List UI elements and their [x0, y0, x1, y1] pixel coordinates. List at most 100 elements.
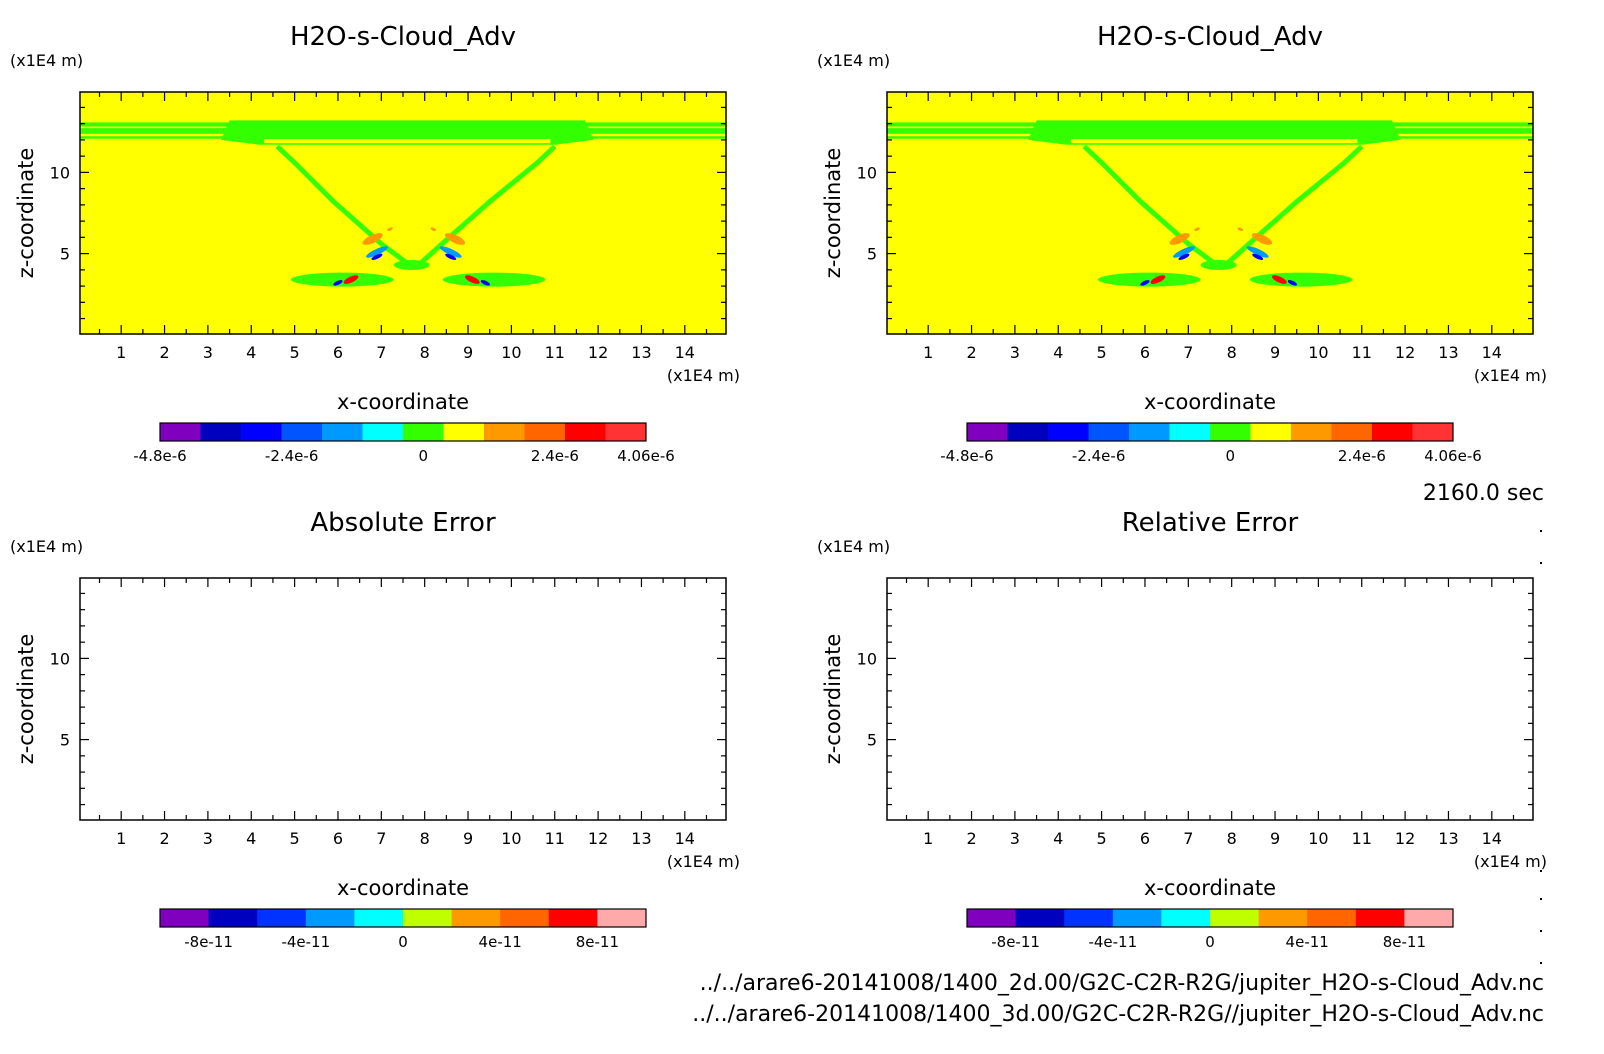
field-anomaly-blob [1287, 280, 1297, 286]
x-tick-label: 9 [1270, 829, 1280, 848]
field-anomaly-blob [465, 275, 480, 284]
field-anomaly-blob [439, 246, 462, 258]
colorbar-tick-label: -4e-11 [281, 933, 330, 951]
x-tick-label: 3 [1010, 343, 1020, 362]
colorbar-segment [967, 909, 1017, 927]
colorbar-tick-label: 8e-11 [576, 933, 619, 951]
x-tick-label: 10 [1308, 829, 1328, 848]
colorbar-segment [257, 909, 307, 927]
colorbar-tick-label: -4.8e-6 [940, 447, 993, 465]
x-axis-label: x-coordinate [1144, 390, 1276, 414]
colorbar-segment [565, 423, 606, 441]
colorbar-tick-label: -4e-11 [1088, 933, 1137, 951]
colorbar-segment [1258, 909, 1308, 927]
colorbar-segment [1372, 423, 1413, 441]
x-tick-label: 1 [116, 829, 126, 848]
colorbar-tick-label: 2.4e-6 [531, 447, 579, 465]
y-axis-label: z-coordinate [821, 634, 845, 765]
x-tick-label: 7 [376, 829, 386, 848]
field-background [887, 578, 1533, 820]
colorbar-segment [443, 423, 485, 441]
x-tick-label: 11 [1352, 829, 1372, 848]
x-tick-label: 13 [631, 343, 651, 362]
y-unit-label: (x1E4 m) [10, 537, 83, 556]
colorbar-segment [1048, 423, 1089, 441]
colorbar-segment [208, 909, 258, 927]
colorbar-frame [159, 422, 647, 442]
colorbar-segment [1129, 423, 1170, 441]
y-tick-label: 10 [50, 649, 70, 668]
colorbar-tick-label: 4e-11 [479, 933, 522, 951]
colorbar-segment [548, 909, 598, 927]
x-tick-label: 12 [1395, 829, 1415, 848]
x-tick-label: 11 [1352, 343, 1372, 362]
cloud-lobe-right [1249, 272, 1353, 287]
x-ticks [905, 578, 1515, 820]
colorbar-segment [1307, 909, 1357, 927]
y-axis-label: z-coordinate [14, 148, 38, 279]
colorbar-frame [966, 422, 1454, 442]
colorbar-tick-label: 0 [1226, 447, 1236, 465]
cloud-structure [887, 120, 1533, 287]
cloud-gap [1071, 139, 1358, 144]
field-anomaly-blob [1169, 233, 1190, 245]
x-tick-label: 12 [588, 343, 608, 362]
cloud-lobe-right [442, 272, 546, 287]
field-anomaly-blob [333, 280, 343, 286]
colorbar-segment [1210, 423, 1251, 441]
x-axis-label: x-coordinate [1144, 876, 1276, 900]
x-tick-label: 8 [1227, 343, 1237, 362]
colorbar-tick-label: -8e-11 [991, 933, 1040, 951]
colorbar-segment [200, 423, 242, 441]
x-tick-label: 9 [1270, 343, 1280, 362]
field-anomaly-blob [1246, 246, 1269, 258]
x-tick-label: 7 [1183, 829, 1193, 848]
x-tick-label: 2 [966, 829, 976, 848]
x-tick-label: 6 [1140, 829, 1150, 848]
x-axis-label: x-coordinate [337, 876, 469, 900]
colorbar-segment [524, 423, 566, 441]
cloud-anvil [1027, 120, 1401, 145]
field-anomaly-blob [1140, 280, 1150, 286]
x-ticks [905, 92, 1515, 334]
colorbar-frame [966, 908, 1454, 928]
colorbar-segment [160, 423, 201, 441]
y-tick-label: 5 [60, 245, 70, 264]
field-anomaly-blob [1173, 246, 1195, 258]
x-tick-label: 13 [631, 829, 651, 848]
y-unit-label: (x1E4 m) [10, 51, 83, 70]
colorbar-tick-label: -2.4e-6 [265, 447, 318, 465]
field-anomaly-blob [371, 253, 383, 260]
colorbar-segment [322, 423, 363, 441]
x-tick-label: 4 [1053, 343, 1063, 362]
colorbar: -8e-11 -4e-11 0 4e-11 8e-11 [159, 908, 647, 951]
x-tick-label: 1 [923, 829, 933, 848]
panel-title: Relative Error [1122, 508, 1299, 538]
x-unit-label: (x1E4 m) [667, 366, 740, 385]
field-anomaly-blob [1194, 227, 1200, 232]
cloud-structure [80, 120, 726, 287]
colorbar-segment [281, 423, 323, 441]
x-tick-label: 13 [1438, 829, 1458, 848]
x-tick-label: 14 [1482, 829, 1502, 848]
colorbar-segment [1404, 909, 1454, 927]
colorbar-segment [362, 423, 404, 441]
field-anomaly-blob [444, 233, 466, 245]
x-tick-label: 11 [545, 829, 565, 848]
x-ticks [98, 578, 708, 820]
field-anomaly-blob [362, 233, 383, 245]
x-tick-label: 14 [675, 343, 695, 362]
x-tick-label: 4 [1053, 829, 1063, 848]
x-tick-label: 8 [420, 343, 430, 362]
field-anomaly-blob [1251, 233, 1273, 245]
x-tick-label: 2 [966, 343, 976, 362]
field-anomaly-blob [480, 280, 490, 286]
x-ticks [98, 92, 708, 334]
field-anomaly-blob [430, 227, 437, 232]
colorbar-frame [159, 908, 647, 928]
colorbar-segment [1015, 909, 1065, 927]
x-tick-label: 5 [1097, 343, 1107, 362]
panel-title: H2O-s-Cloud_Adv [1097, 22, 1323, 52]
cloud-arm-right [418, 144, 557, 266]
